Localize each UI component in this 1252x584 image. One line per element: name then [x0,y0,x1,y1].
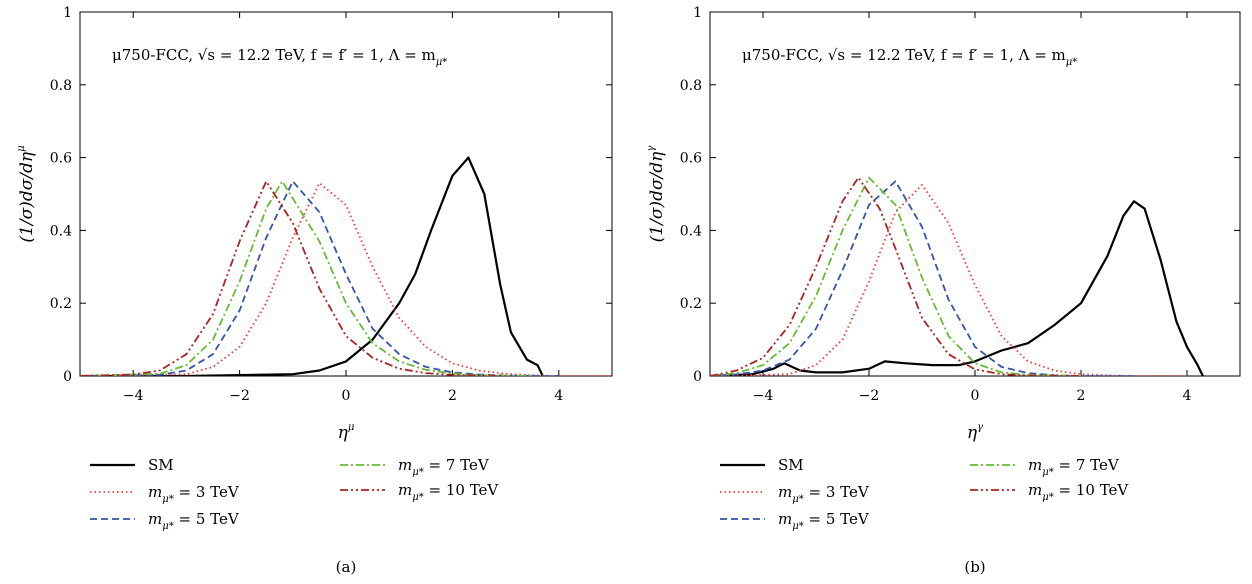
y-tick-label: 0.6 [50,151,72,167]
series-line-5tev [80,180,559,376]
x-tick-label: 4 [554,388,563,404]
y-tick-label: 0.2 [50,296,72,312]
y-tick-label: 1 [63,5,72,21]
legend-label: mμ* = 7 TeV [1028,456,1120,478]
x-tick-label: −2 [859,388,880,404]
series-line-7tev [710,176,1082,376]
x-tick-label: 2 [1077,388,1086,404]
series-line-sm [710,200,1204,376]
x-tick-label: 2 [448,388,457,404]
series-line-3tev [80,182,612,376]
legend-label: SM [148,456,174,474]
series-line-7tev [80,180,533,376]
x-tick-label: −2 [229,388,250,404]
y-tick-label: 0.4 [680,223,702,239]
legend-label: mμ* = 3 TeV [778,483,870,505]
legend-label: mμ* = 10 TeV [398,481,499,503]
panel-caption: (a) [336,558,357,576]
x-axis-label: ηγ [967,422,983,443]
chart-annotation: μ750-FCC, √s = 12.2 TeV, f = f′ = 1, Λ =… [742,46,1077,68]
series-line-10tev [710,176,1082,376]
y-tick-label: 0 [693,369,702,385]
y-axis-label: (1/σ)dσ/dηγ [646,146,667,243]
series-line-5tev [710,180,1134,376]
legend: SM mμ* = 3 TeV mμ* = 5 TeV mμ* = 7 TeV mμ* =… [90,456,499,532]
legend-label: mμ* = 5 TeV [148,510,240,532]
legend-label: mμ* = 10 TeV [1028,481,1129,503]
plot-frame [709,11,1241,377]
chart-annotation: μ750-FCC, √s = 12.2 TeV, f = f′ = 1, Λ =… [112,46,447,68]
series-line-10tev [80,180,506,376]
y-tick-label: 0.8 [50,78,72,94]
y-tick-label: 0 [63,369,72,385]
panel-caption: (b) [964,558,985,576]
chart-panel-b: −4 −2 0 2 4 0 0.2 0.4 0.6 0.8 1 ηγ (1/σ)dσ/dηγ μ750-F… [646,5,1241,576]
legend-label: mμ* = 7 TeV [398,456,490,478]
x-tick-label: 0 [971,388,980,404]
y-tick-label: 0.2 [680,296,702,312]
y-tick-label: 0.8 [680,78,702,94]
x-axis-label: ημ [338,422,355,443]
y-tick-label: 0.6 [680,151,702,167]
legend-label: SM [778,456,804,474]
legend-label: mμ* = 5 TeV [778,510,870,532]
y-tick-label: 0.4 [50,223,72,239]
x-tick-label: −4 [123,388,144,404]
y-tick-label: 1 [693,5,702,21]
x-tick-label: 0 [342,388,351,404]
series-line-sm [80,156,544,376]
series-line-3tev [710,184,1187,376]
legend-label: mμ* = 3 TeV [148,483,240,505]
x-tick-label: 4 [1183,388,1192,404]
legend: SM mμ* = 3 TeV mμ* = 5 TeV mμ* = 7 TeV mμ* =… [720,456,1129,532]
y-axis-label: (1/σ)dσ/dημ [16,145,37,242]
x-tick-label: −4 [753,388,774,404]
chart-panel-a: −4 −2 0 2 4 0 0.2 0.4 0.6 0.8 1 ημ (1/σ)dσ/dημ μ750-F… [16,5,613,576]
plot-frame [79,11,613,377]
